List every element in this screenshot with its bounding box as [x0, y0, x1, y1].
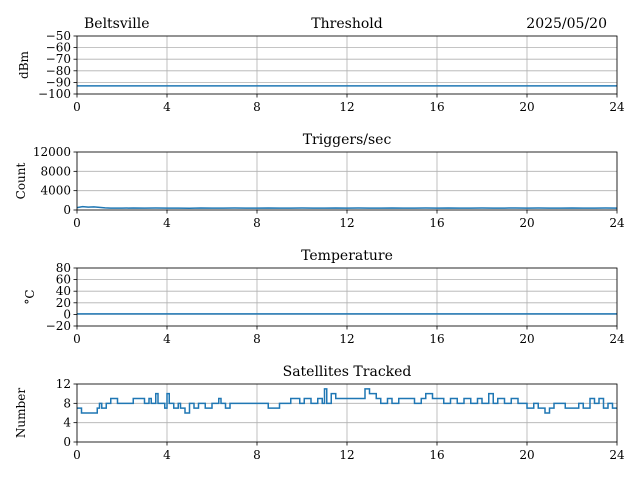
y-tick-label: −50	[46, 29, 71, 43]
x-tick-label: 8	[253, 448, 261, 462]
y-tick-label: 60	[56, 273, 71, 287]
y-tick-label: 4000	[40, 184, 71, 198]
x-tick-label: 20	[519, 100, 534, 114]
y-tick-label: −90	[46, 75, 71, 89]
x-tick-label: 0	[73, 332, 81, 346]
x-tick-label: 4	[163, 448, 171, 462]
x-tick-label: 20	[519, 216, 534, 230]
x-tick-label: 12	[339, 332, 354, 346]
y-tick-label: 12000	[33, 145, 71, 159]
x-tick-label: 8	[253, 332, 261, 346]
y-tick-label: 0	[63, 435, 71, 449]
y-axis-label: Count	[14, 162, 28, 199]
series-line-satellites	[77, 388, 617, 414]
x-tick-label: 24	[609, 332, 625, 346]
x-tick-label: 20	[519, 448, 534, 462]
y-tick-label: 0	[63, 203, 71, 217]
x-tick-label: 12	[339, 216, 354, 230]
x-tick-label: 4	[163, 332, 171, 346]
chart-panels: 0 4 8 12 16 20 24 −100−90−80−70−60−50 Threshold d…	[14, 16, 625, 462]
x-tick-label: 4	[163, 216, 171, 230]
x-tick-label: 16	[429, 100, 444, 114]
location-label: Beltsville	[84, 16, 150, 32]
x-tick-label: 24	[609, 100, 625, 114]
x-tick-label: 0	[73, 216, 81, 230]
x-tick-label: 0	[73, 100, 81, 114]
x-tick-label: 16	[429, 332, 444, 346]
x-tick-label: 24	[609, 448, 625, 462]
y-tick-label: 8000	[40, 164, 71, 178]
x-tick-label: 20	[519, 332, 534, 346]
x-tick-label: 8	[253, 216, 261, 230]
series-line-triggers	[77, 205, 617, 209]
x-tick-label: 24	[609, 216, 625, 230]
x-tick-label: 8	[253, 100, 261, 114]
x-tick-label: 12	[339, 100, 354, 114]
y-axis-label: °C	[23, 289, 37, 304]
chart-title: Threshold	[311, 16, 382, 32]
chart-title: Triggers/sec	[303, 132, 392, 148]
y-tick-label: −80	[46, 64, 71, 78]
y-tick-label: 12	[56, 377, 71, 391]
panel-triggers: 0 4 8 12 16 20 24 0 4000 8000 12000 Triggers/sec Cou…	[14, 132, 625, 230]
y-tick-label: −70	[46, 52, 71, 66]
y-tick-label: 80	[56, 261, 71, 275]
y-axis-label: Number	[14, 388, 28, 438]
date-label: 2025/05/20	[526, 16, 607, 32]
x-tick-label: 16	[429, 216, 444, 230]
y-tick-label: −60	[46, 41, 71, 55]
x-tick-label: 16	[429, 448, 444, 462]
chart-title: Temperature	[301, 248, 393, 264]
y-tick-label: 4	[63, 416, 71, 430]
y-tick-label: 20	[56, 296, 71, 310]
y-tick-label: −20	[46, 319, 71, 333]
y-axis-label: dBm	[17, 50, 31, 79]
x-tick-label: 4	[163, 100, 171, 114]
chart-title: Satellites Tracked	[283, 364, 412, 380]
y-tick-label: −100	[38, 87, 71, 101]
panel-threshold: 0 4 8 12 16 20 24 −100−90−80−70−60−50 Threshold d…	[17, 16, 625, 114]
panel-satellites: 0 4 8 12 16 20 24 0 4 8 12 Satellites Tracked Number	[14, 364, 625, 462]
y-tick-label: 40	[56, 284, 71, 298]
y-tick-label: 0	[63, 307, 71, 321]
x-tick-label: 12	[339, 448, 354, 462]
x-tick-label: 0	[73, 448, 81, 462]
y-tick-label: 8	[63, 396, 71, 410]
